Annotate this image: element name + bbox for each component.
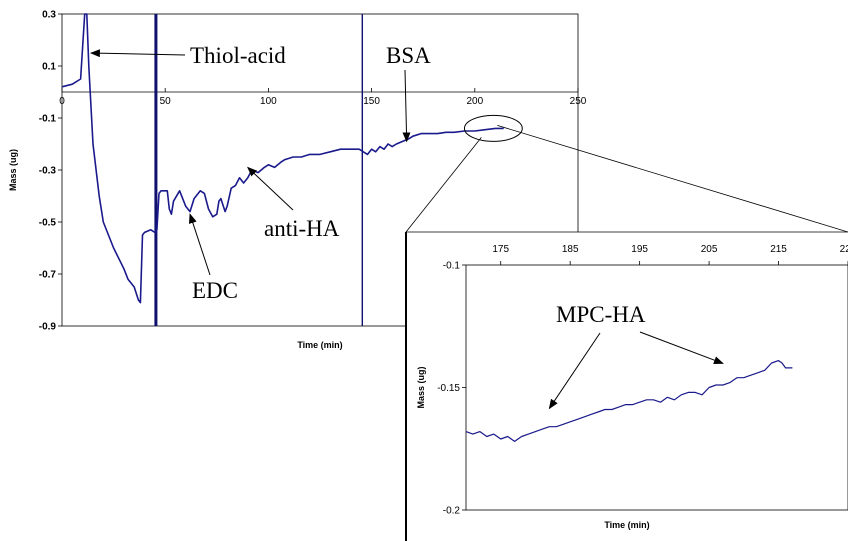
main-y-tick-label: -0.3 [39, 166, 57, 177]
main-chart: 0.3 0.1 -0.1 -0.3 -0.5 -0.7 -0.9 0 50 100 150 200 25… [8, 10, 587, 351]
annotation-label: MPC-HA [556, 302, 646, 327]
main-y-tick-label: -0.7 [39, 270, 57, 281]
inset-chart: 175 185 195 205 215 225 -0.1 -0.15 -0.2 Time (min… [405, 231, 848, 541]
annotation-label: EDC [192, 278, 238, 303]
inset-x-tick-label: 205 [701, 244, 718, 255]
inset-x-tick-label: 215 [770, 244, 787, 255]
zoom-connector-line [405, 137, 482, 233]
main-y-tick-label: -0.9 [39, 322, 57, 333]
main-y-tick-label: 0.1 [42, 62, 56, 73]
zoom-ellipse [463, 114, 523, 142]
inset-x-tick-label: 185 [562, 244, 579, 255]
main-x-tick-label: 0 [59, 96, 65, 107]
main-y-tick-label: -0.5 [39, 218, 57, 229]
inset-x-tick-label: 225 [840, 244, 848, 255]
main-x-tick-label: 250 [570, 96, 587, 107]
annotation-arrow [548, 332, 601, 410]
zoom-connector-line [497, 125, 848, 233]
main-x-tick-label: 150 [363, 96, 380, 107]
inset-series-line [465, 360, 793, 442]
annotation-arrow [188, 213, 211, 276]
inset-y-tick-label: -0.1 [443, 261, 461, 272]
annotation-arrow [639, 331, 724, 365]
main-y-tick-label: 0.3 [42, 10, 56, 21]
main-y-tick-label: -0.1 [39, 114, 57, 125]
main-y-axis-title: Mass (ug) [8, 149, 18, 191]
main-x-tick-label: 100 [260, 96, 277, 107]
annotation-arrow [247, 166, 294, 211]
main-x-axis-title: Time (min) [297, 340, 342, 350]
inset-x-axis-title: Time (min) [604, 520, 649, 530]
annotation-arrow [402, 69, 411, 143]
inset-panel-background [406, 232, 848, 541]
inset-y-tick-label: -0.2 [443, 506, 461, 517]
inset-y-tick-label: -0.15 [437, 383, 460, 394]
annotation-label: BSA [386, 43, 431, 68]
inset-y-axis-title: Mass (ug) [416, 366, 426, 408]
main-x-tick-label: 200 [466, 96, 483, 107]
annotation-arrow [89, 49, 186, 58]
annotation-label: anti-HA [264, 216, 340, 241]
zoom-connector-lines [405, 125, 848, 233]
inset-x-tick-label: 195 [631, 244, 648, 255]
inset-x-tick-label: 175 [492, 244, 509, 255]
main-series-line [61, 13, 504, 304]
annotation-label: Thiol-acid [190, 43, 286, 68]
main-x-tick-label: 50 [160, 96, 172, 107]
